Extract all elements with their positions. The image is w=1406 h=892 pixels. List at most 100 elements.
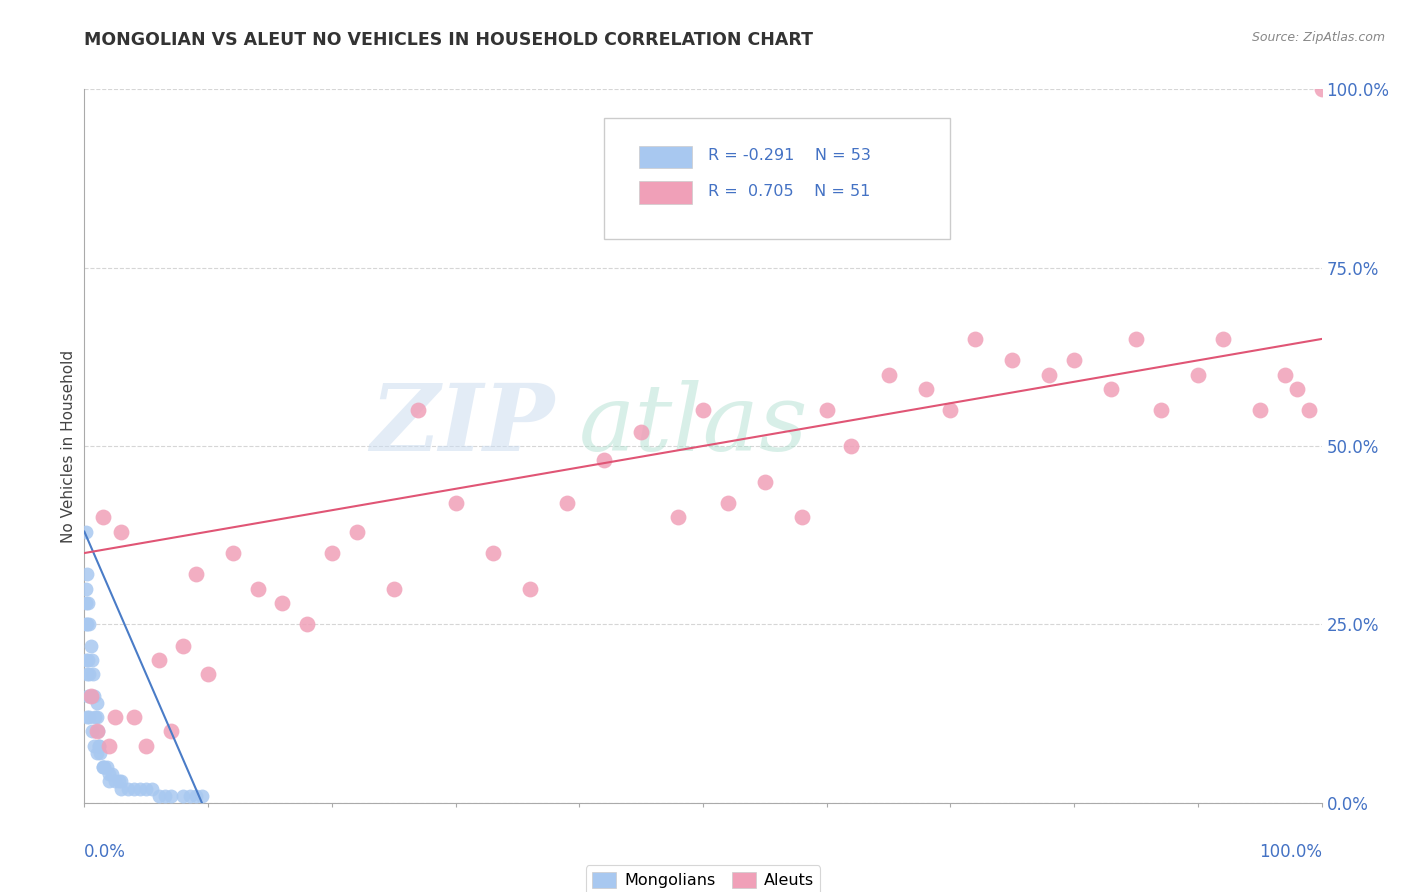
Point (160, 724, 183, 739)
Point (555, 496, 578, 510)
Point (83, 739, 105, 753)
Point (1212, 332, 1234, 346)
Point (117, 781, 139, 796)
Point (191, 789, 214, 803)
FancyBboxPatch shape (605, 118, 950, 239)
Text: atlas: atlas (579, 380, 808, 469)
Point (135, 739, 157, 753)
Point (754, 475, 776, 489)
Point (91, 760, 114, 774)
Point (87, 724, 110, 739)
Text: R = -0.291    N = 53: R = -0.291 N = 53 (709, 148, 872, 163)
Point (75, 524, 97, 539)
Text: ZIP: ZIP (370, 380, 554, 469)
Point (100, 767, 122, 781)
Point (129, 781, 152, 796)
Point (1249, 403, 1271, 417)
Point (148, 789, 170, 803)
Point (295, 617, 318, 632)
Point (141, 781, 163, 796)
Point (110, 781, 132, 796)
Point (86, 724, 108, 739)
Point (84, 710, 107, 724)
Point (1285, 382, 1308, 396)
Point (1310, 82, 1333, 96)
Text: MONGOLIAN VS ALEUT NO VEHICLES IN HOUSEHOLD CORRELATION CHART: MONGOLIAN VS ALEUT NO VEHICLES IN HOUSEH… (84, 31, 813, 49)
Point (75, 617, 97, 632)
Point (110, 774, 132, 789)
Text: 0.0%: 0.0% (84, 843, 127, 861)
Point (1150, 403, 1173, 417)
Point (481, 546, 503, 560)
Point (222, 546, 245, 560)
Point (93, 760, 115, 774)
Legend: Mongolians, Aleuts: Mongolians, Aleuts (586, 865, 820, 892)
Point (321, 546, 343, 560)
Point (86, 696, 108, 710)
Point (86, 746, 108, 760)
Point (79, 710, 101, 724)
FancyBboxPatch shape (638, 145, 692, 169)
Point (630, 425, 652, 439)
Point (1298, 403, 1320, 417)
Point (104, 774, 127, 789)
Point (914, 382, 936, 396)
Point (104, 710, 127, 724)
Text: R =  0.705    N = 51: R = 0.705 N = 51 (709, 184, 870, 199)
Point (1187, 368, 1209, 382)
Point (122, 781, 145, 796)
Point (110, 524, 132, 539)
Point (382, 582, 405, 596)
Point (76, 710, 98, 724)
Point (75, 596, 97, 610)
Point (76, 667, 98, 681)
Point (148, 653, 170, 667)
Y-axis label: No Vehicles in Household: No Vehicles in Household (60, 350, 76, 542)
Point (77, 596, 100, 610)
Point (1001, 353, 1024, 368)
Point (122, 710, 145, 724)
Point (519, 582, 541, 596)
Point (179, 789, 201, 803)
Point (666, 510, 689, 524)
Point (153, 789, 176, 803)
Point (877, 368, 900, 382)
Point (815, 403, 838, 417)
Point (76, 617, 98, 632)
Point (80, 653, 103, 667)
Point (593, 453, 616, 467)
Point (346, 524, 368, 539)
Point (96, 760, 118, 774)
Point (75, 582, 97, 596)
Point (79, 639, 101, 653)
Text: 100.0%: 100.0% (1258, 843, 1322, 861)
Text: Source: ZipAtlas.com: Source: ZipAtlas.com (1251, 31, 1385, 45)
Point (1038, 368, 1060, 382)
Point (135, 781, 157, 796)
Point (79, 689, 101, 703)
Point (77, 653, 100, 667)
Point (98, 774, 121, 789)
Point (91, 510, 114, 524)
Point (98, 739, 121, 753)
Point (89, 746, 111, 760)
Point (86, 710, 108, 724)
Point (965, 332, 987, 346)
Point (1125, 332, 1147, 346)
Point (1099, 382, 1122, 396)
Point (692, 403, 714, 417)
Point (91, 760, 114, 774)
Point (82, 667, 104, 681)
Point (172, 639, 194, 653)
Point (1274, 368, 1296, 382)
Point (939, 403, 962, 417)
Point (108, 774, 131, 789)
Point (75, 653, 97, 667)
Point (80, 724, 103, 739)
Point (79, 689, 101, 703)
Point (271, 596, 294, 610)
Point (184, 567, 207, 582)
Point (160, 789, 183, 803)
Point (77, 689, 100, 703)
Point (79, 617, 101, 632)
